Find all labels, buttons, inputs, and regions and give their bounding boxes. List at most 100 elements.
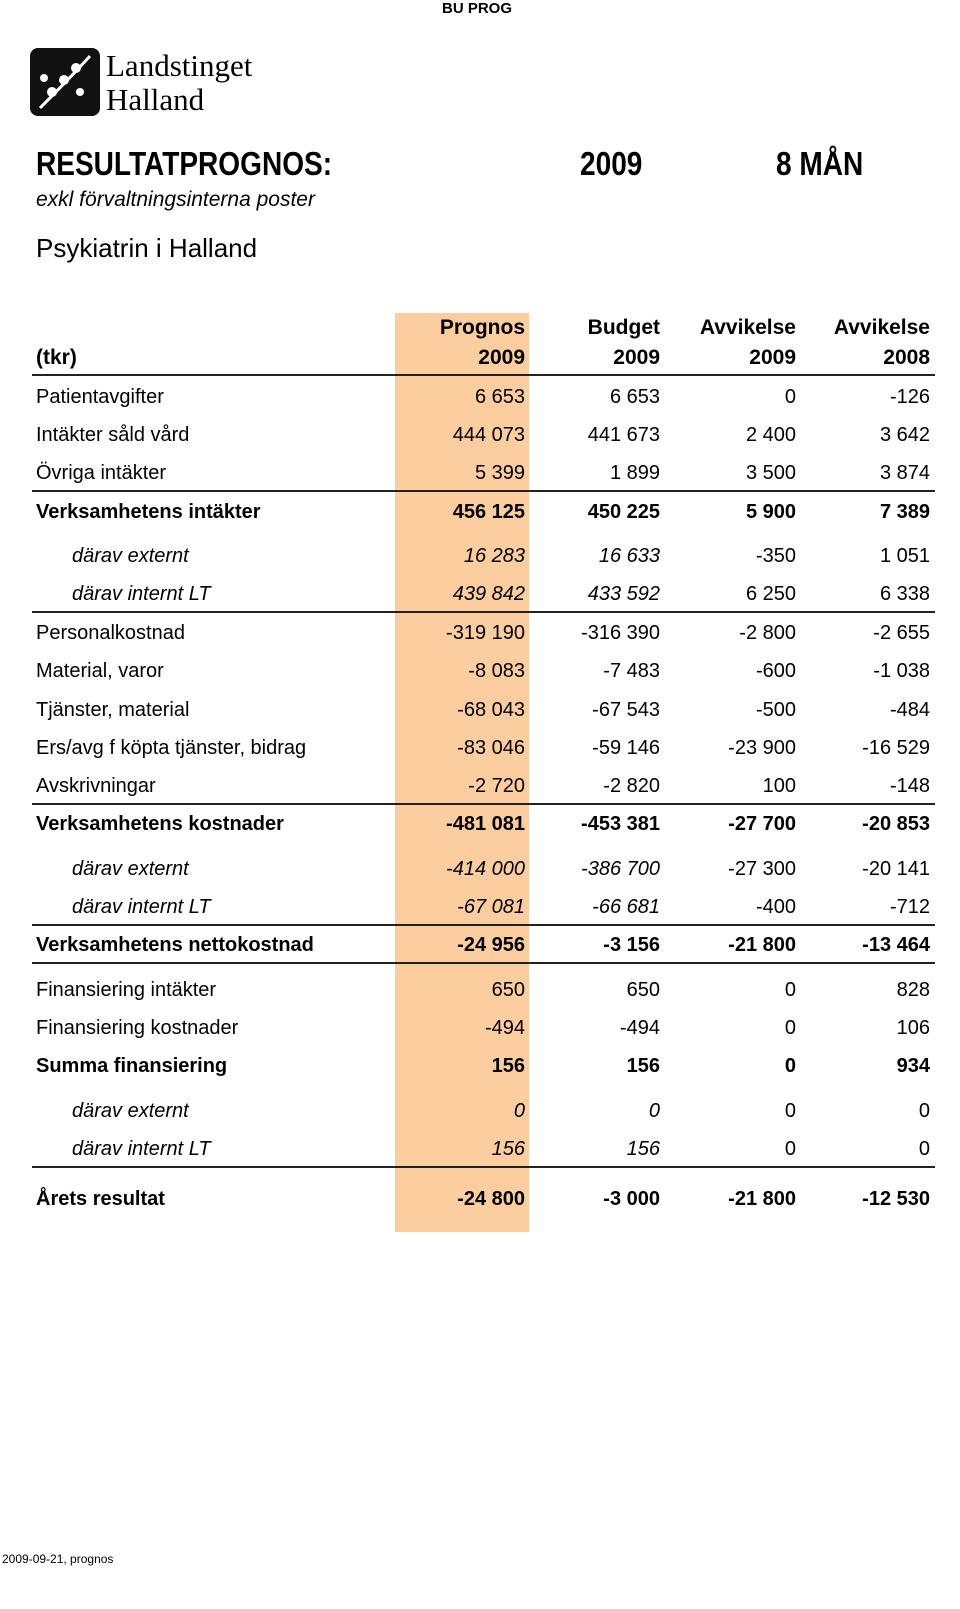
cell: 0: [918, 1138, 930, 1160]
row-label: därav externt: [72, 858, 189, 880]
cell: 3 874: [879, 462, 930, 484]
cell: 7 389: [879, 501, 930, 523]
cell: 0: [784, 1055, 796, 1077]
cell: 16 633: [598, 545, 660, 567]
cell: -21 800: [728, 1188, 796, 1210]
footer: 2009-09-21, prognos: [2, 1552, 114, 1566]
cell: -24 956: [457, 934, 525, 956]
rule: [32, 611, 935, 613]
row-label: Finansiering kostnader: [36, 1017, 239, 1039]
cell: -27 300: [728, 858, 796, 880]
row-label: Finansiering intäkter: [36, 979, 217, 1001]
cell: -148: [889, 775, 930, 797]
cell: 650: [491, 979, 525, 1001]
cell: -2 720: [468, 775, 525, 797]
cell: -67 081: [457, 896, 525, 918]
cell: -400: [755, 896, 796, 918]
cell: 441 673: [587, 424, 660, 446]
cell: -350: [755, 545, 796, 567]
cell: -23 900: [728, 737, 796, 759]
column-header: Prognos: [439, 316, 525, 339]
cell: 156: [491, 1138, 525, 1160]
column-header: Budget: [587, 316, 660, 339]
header: BU PROG: [442, 0, 513, 17]
cell: 100: [762, 775, 796, 797]
cell: -494: [484, 1017, 525, 1039]
title-period: 8 MÅN: [776, 145, 864, 182]
cell: 0: [784, 979, 796, 1001]
column-header: 2009: [478, 346, 525, 369]
column-header: 2009: [613, 346, 660, 369]
cell: 6 653: [474, 386, 525, 408]
cell: -20 141: [862, 858, 930, 880]
cell: -67 543: [592, 699, 660, 721]
cell: 1 051: [879, 545, 930, 567]
column-header: 2009: [749, 346, 796, 369]
logo-text: Halland: [106, 82, 205, 117]
unit-label: (tkr): [36, 346, 77, 369]
cell: -24 800: [457, 1188, 525, 1210]
cell: -319 190: [446, 622, 525, 644]
logo-emblem: [30, 48, 100, 116]
column-header: Avvikelse: [699, 316, 796, 339]
subtitle: exkl förvaltningsinterna poster: [36, 188, 315, 211]
logo-text: Landstinget: [106, 48, 253, 83]
row-label: Avskrivningar: [36, 775, 156, 797]
cell: -453 381: [581, 813, 660, 835]
rule: [32, 374, 935, 376]
cell: -21 800: [728, 934, 796, 956]
cell: 1 899: [609, 462, 660, 484]
cell: -500: [755, 699, 796, 721]
row-label: Intäkter såld vård: [36, 424, 190, 446]
unit-name: Psykiatrin i Halland: [36, 233, 258, 263]
cell: -7 483: [603, 660, 660, 682]
row-label: Verksamhetens intäkter: [36, 501, 261, 523]
cell: -68 043: [457, 699, 525, 721]
row-label: Patientavgifter: [36, 386, 164, 408]
cell: -600: [755, 660, 796, 682]
cell: 2 400: [745, 424, 796, 446]
cell: -16 529: [862, 737, 930, 759]
rule: [32, 924, 935, 926]
title-year: 2009: [580, 145, 643, 182]
cell: 450 225: [587, 501, 660, 523]
row-label: Summa finansiering: [36, 1055, 228, 1077]
cell: 0: [784, 1138, 796, 1160]
cell: -83 046: [457, 737, 525, 759]
cell: 6 250: [745, 583, 796, 605]
cell: 439 842: [452, 583, 525, 605]
cell: -2 800: [739, 622, 796, 644]
cell: 0: [918, 1100, 930, 1122]
cell: 3 500: [745, 462, 796, 484]
cell: -20 853: [862, 813, 930, 835]
cell: -484: [889, 699, 930, 721]
cell: 444 073: [452, 424, 525, 446]
cell: 0: [784, 386, 796, 408]
row-label: därav internt LT: [72, 583, 211, 605]
cell: -59 146: [592, 737, 660, 759]
row-label: Ers/avg f köpta tjänster, bidrag: [36, 737, 307, 759]
cell: -414 000: [446, 858, 525, 880]
cell: -3 000: [603, 1188, 660, 1210]
cell: -2 655: [873, 622, 930, 644]
cell: 0: [648, 1100, 660, 1122]
rule: [32, 490, 935, 492]
cell: 934: [896, 1055, 930, 1077]
cell: -316 390: [581, 622, 660, 644]
cell: 433 592: [587, 583, 660, 605]
cell: 106: [896, 1017, 930, 1039]
row-label: Personalkostnad: [36, 622, 185, 644]
row-label: Verksamhetens nettokostnad: [36, 934, 314, 956]
row-label: Årets resultat: [36, 1188, 165, 1210]
cell: 6 338: [879, 583, 930, 605]
cell: -494: [619, 1017, 660, 1039]
cell: -12 530: [862, 1188, 930, 1210]
column-header: Avvikelse: [833, 316, 930, 339]
cell: -712: [889, 896, 930, 918]
title: RESULTATPROGNOS:: [36, 145, 333, 182]
cell: -1 038: [873, 660, 930, 682]
cell: -3 156: [603, 934, 660, 956]
cell: 5 399: [474, 462, 525, 484]
cell: -2 820: [603, 775, 660, 797]
